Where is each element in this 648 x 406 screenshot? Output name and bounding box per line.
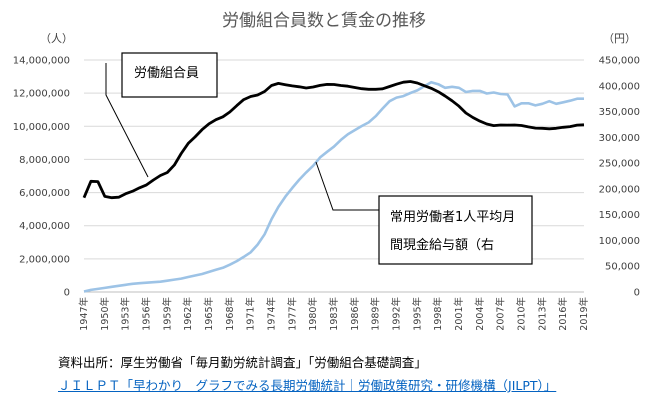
wage-callout-box [378,195,533,265]
x-tick-label: 1980年 [307,297,319,331]
y-right-tick-label: 450,000 [599,56,640,67]
source-link[interactable]: ＪＩＬＰＴ「早わかり グラフでみる長期労働統計｜労働政策研究・研修機構（JILP… [58,378,557,393]
y-left-tick-label: 8,000,000 [19,155,70,166]
chart-title: 労働組合員数と賃金の推移 [222,11,426,31]
y-left-tick-label: 4,000,000 [19,221,70,232]
x-tick-label: 2007年 [495,297,507,331]
union-callout-label: 労働組合員 [134,66,199,81]
x-tick-label: 1974年 [266,297,278,331]
x-tick-label: 1947年 [78,297,90,331]
y-right-tick-label: 250,000 [599,159,640,170]
union-members-series-line [82,80,585,200]
x-tick-label: 1989年 [370,297,382,331]
x-tick-label: 2001年 [453,297,465,331]
source-note: 資料出所：厚生労働省「毎月勤労統計調査」「労働組合基礎調査」 [58,355,427,370]
y-left-tick-label: 6,000,000 [19,188,70,199]
y-left-tick-label: 12,000,000 [13,89,70,100]
x-tick-label: 1977年 [286,297,298,331]
y-left-tick-label: 2,000,000 [19,254,70,265]
x-ticks: 1947年 1950年 1953年 1956年 1959年 1962年 1965年 1968年… [78,297,590,331]
y-left-unit: （人） [40,32,73,45]
wage-leader-line [315,161,380,211]
x-tick-label: 2004年 [474,297,486,331]
x-tick-label: 2010年 [516,297,528,331]
x-tick-label: 2016年 [557,297,569,331]
union-leader-line [105,63,149,178]
y-left-ticks: 0 2,000,000 4,000,000 6,000,000 8,000,000 10,… [13,56,70,299]
x-tick-label: 1983年 [328,297,340,331]
y-right-unit: （円） [603,32,636,45]
callouts: 労働組合員 常用労働者1人平均月 間現金給与額（右 [105,52,533,265]
wage-callout-label-line2: 間現金給与額（右 [390,237,494,253]
y-left-tick-label: 0 [64,288,70,299]
x-tick-label: 1956年 [141,297,153,331]
wage-series-line [83,80,584,293]
x-tick-label: 1992年 [391,297,403,331]
y-left-tick-label: 14,000,000 [13,56,70,67]
y-right-tick-label: 400,000 [599,81,640,92]
x-tick-label: 1965年 [203,297,215,331]
x-tick-label: 1998年 [432,297,444,331]
y-right-tick-label: 100,000 [599,236,640,247]
x-tick-label: 1959年 [161,297,173,331]
y-left-tick-label: 10,000,000 [13,122,70,133]
x-tick-label: 2013年 [536,297,548,331]
y-right-ticks: 0 50,000 100,000 150,000 200,000 250,000 300,0… [599,56,640,299]
y-right-tick-label: 50,000 [605,262,640,273]
x-tick-label: 1968年 [224,297,236,331]
x-tick-label: 1953年 [120,297,132,331]
y-right-tick-label: 350,000 [599,107,640,118]
x-tick-label: 1986年 [349,297,361,331]
x-tick-label: 1962年 [182,297,194,331]
y-right-tick-label: 0 [634,288,640,299]
wage-callout-label-line1: 常用労働者1人平均月 [390,210,515,225]
x-tick-label: 1950年 [99,297,111,331]
y-right-tick-label: 300,000 [599,133,640,144]
x-tick-label: 1971年 [245,297,257,331]
x-tick-label: 1995年 [411,297,423,331]
line-chart: 労働組合員数と賃金の推移 （人） （円） 0 2,000,000 4,000,000… [13,11,640,331]
series-lines [82,80,585,293]
x-tick-label: 2019年 [578,297,590,331]
y-right-tick-label: 200,000 [599,184,640,195]
union-callout-box [121,52,218,98]
y-right-tick-label: 150,000 [599,210,640,221]
